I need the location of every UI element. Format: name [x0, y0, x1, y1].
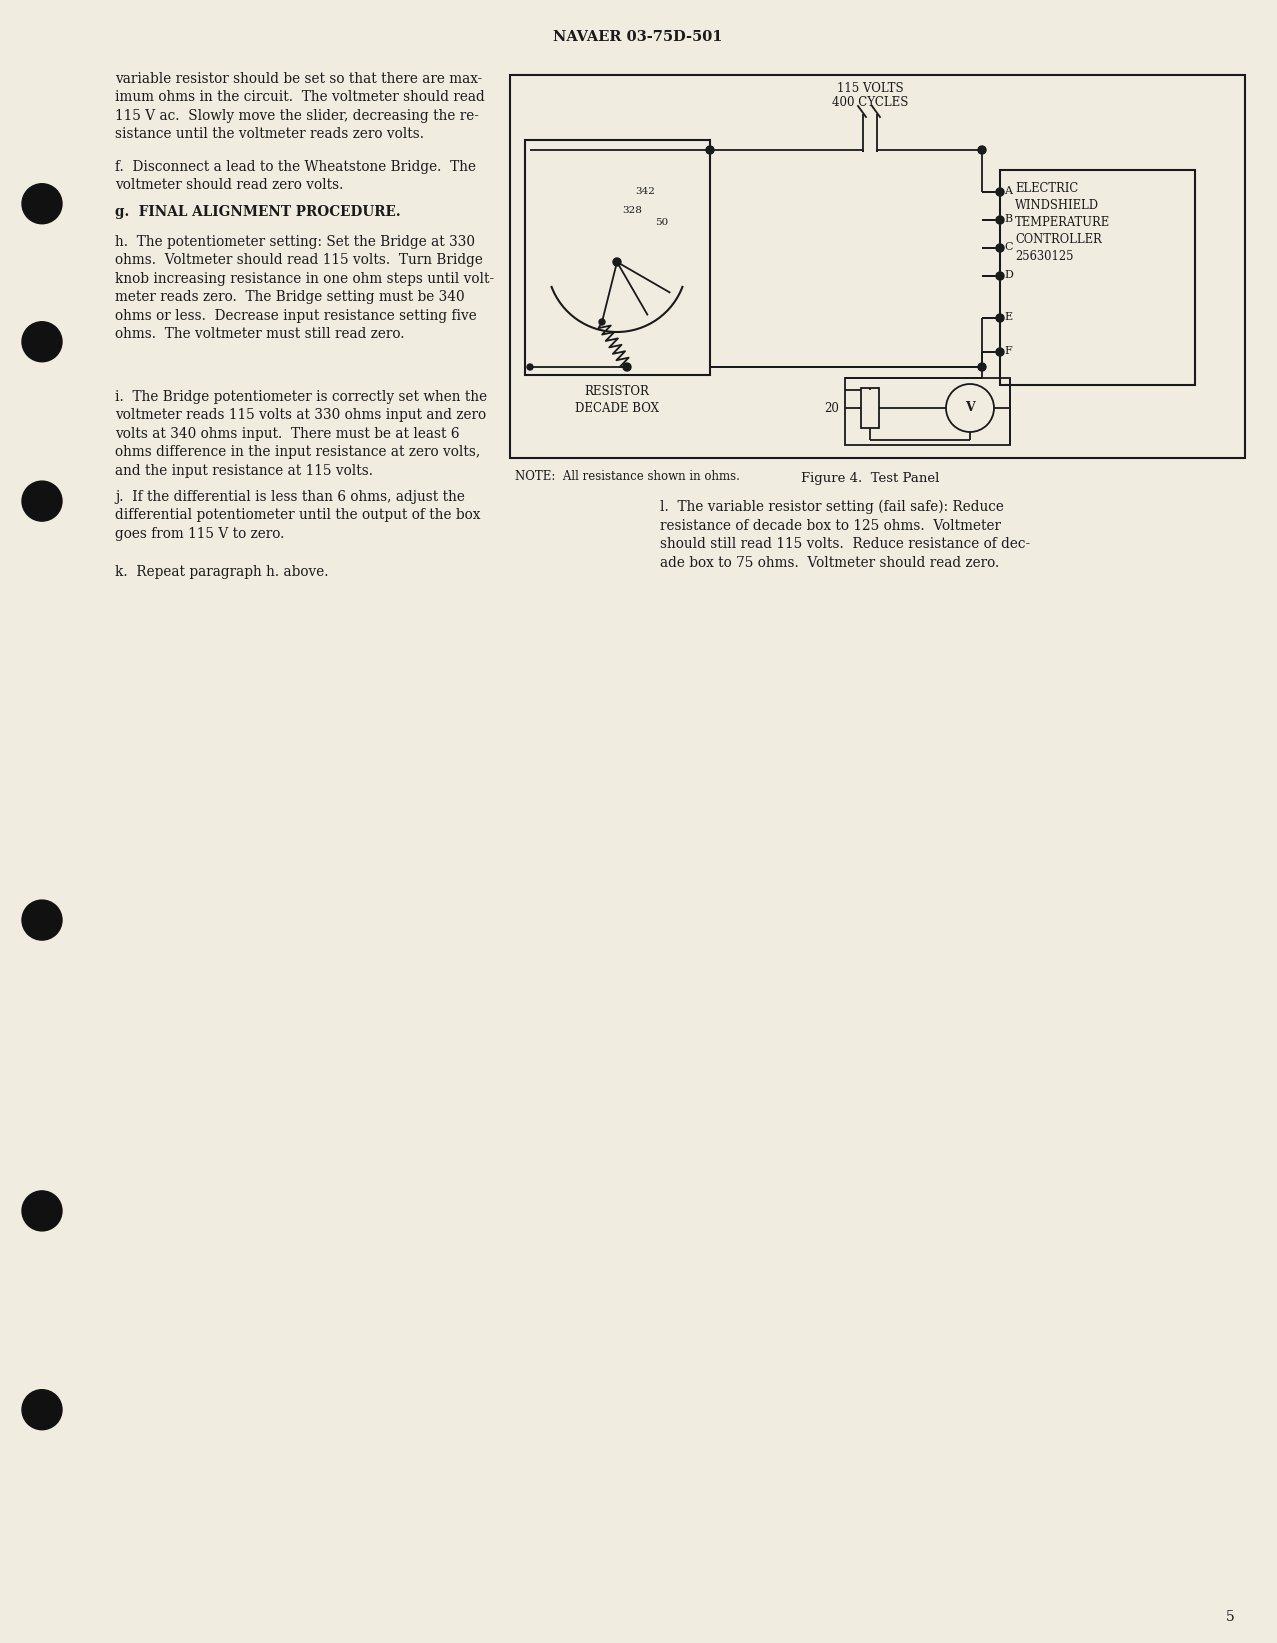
Circle shape: [996, 245, 1004, 251]
Text: j.  If the differential is less than 6 ohms, adjust the
differential potentiomet: j. If the differential is less than 6 oh…: [115, 490, 480, 541]
Text: 20: 20: [824, 403, 839, 416]
Circle shape: [996, 314, 1004, 322]
Circle shape: [996, 187, 1004, 196]
Circle shape: [623, 363, 631, 371]
Circle shape: [22, 1390, 63, 1429]
Text: g.  FINAL ALIGNMENT PROCEDURE.: g. FINAL ALIGNMENT PROCEDURE.: [115, 205, 401, 219]
Bar: [525, 140, 710, 375]
Text: k.  Repeat paragraph h. above.: k. Repeat paragraph h. above.: [115, 565, 328, 578]
Circle shape: [22, 900, 63, 940]
Text: Figure 4.  Test Panel: Figure 4. Test Panel: [801, 472, 939, 485]
Circle shape: [996, 273, 1004, 279]
Bar: [861, 388, 879, 427]
Text: B: B: [1004, 214, 1013, 223]
Text: i.  The Bridge potentiometer is correctly set when the
voltmeter reads 115 volts: i. The Bridge potentiometer is correctly…: [115, 389, 487, 478]
Text: f.  Disconnect a lead to the Wheatstone Bridge.  The
voltmeter should read zero : f. Disconnect a lead to the Wheatstone B…: [115, 159, 476, 192]
Circle shape: [613, 258, 621, 266]
Text: 50: 50: [655, 219, 668, 227]
Text: ELECTRIC
WINDSHIELD
TEMPERATURE
CONTROLLER
25630125: ELECTRIC WINDSHIELD TEMPERATURE CONTROLL…: [1015, 182, 1110, 263]
Bar: [1000, 169, 1195, 384]
Circle shape: [978, 363, 986, 371]
Text: NAVAER 03-75D-501: NAVAER 03-75D-501: [553, 30, 723, 44]
Text: NOTE:  All resistance shown in ohms.: NOTE: All resistance shown in ohms.: [515, 470, 739, 483]
Text: h.  The potentiometer setting: Set the Bridge at 330
ohms.  Voltmeter should rea: h. The potentiometer setting: Set the Br…: [115, 235, 494, 342]
Circle shape: [978, 146, 986, 154]
Text: F: F: [1004, 347, 1011, 357]
Circle shape: [599, 319, 605, 325]
Text: 328: 328: [622, 205, 642, 215]
Text: variable resistor should be set so that there are max-
imum ohms in the circuit.: variable resistor should be set so that …: [115, 72, 485, 141]
Circle shape: [22, 322, 63, 361]
Text: RESISTOR
DECADE BOX: RESISTOR DECADE BOX: [575, 384, 659, 416]
Circle shape: [946, 384, 994, 432]
Text: 5: 5: [1226, 1610, 1235, 1623]
Text: D: D: [1004, 269, 1013, 279]
Text: 342: 342: [635, 187, 655, 196]
Text: C: C: [1004, 242, 1013, 251]
Bar: [845, 378, 1010, 445]
Circle shape: [22, 481, 63, 521]
Text: 115 VOLTS: 115 VOLTS: [836, 82, 903, 95]
Text: 400 CYCLES: 400 CYCLES: [831, 95, 908, 108]
Circle shape: [996, 215, 1004, 223]
Bar: [510, 76, 1245, 458]
Circle shape: [527, 365, 533, 370]
Text: l.  The variable resistor setting (fail safe): Reduce
resistance of decade box t: l. The variable resistor setting (fail s…: [660, 499, 1031, 570]
Circle shape: [22, 1191, 63, 1231]
Circle shape: [22, 184, 63, 223]
Text: E: E: [1004, 312, 1013, 322]
Text: A: A: [1004, 186, 1011, 196]
Circle shape: [706, 146, 714, 154]
Text: V: V: [965, 401, 974, 414]
Circle shape: [996, 348, 1004, 357]
